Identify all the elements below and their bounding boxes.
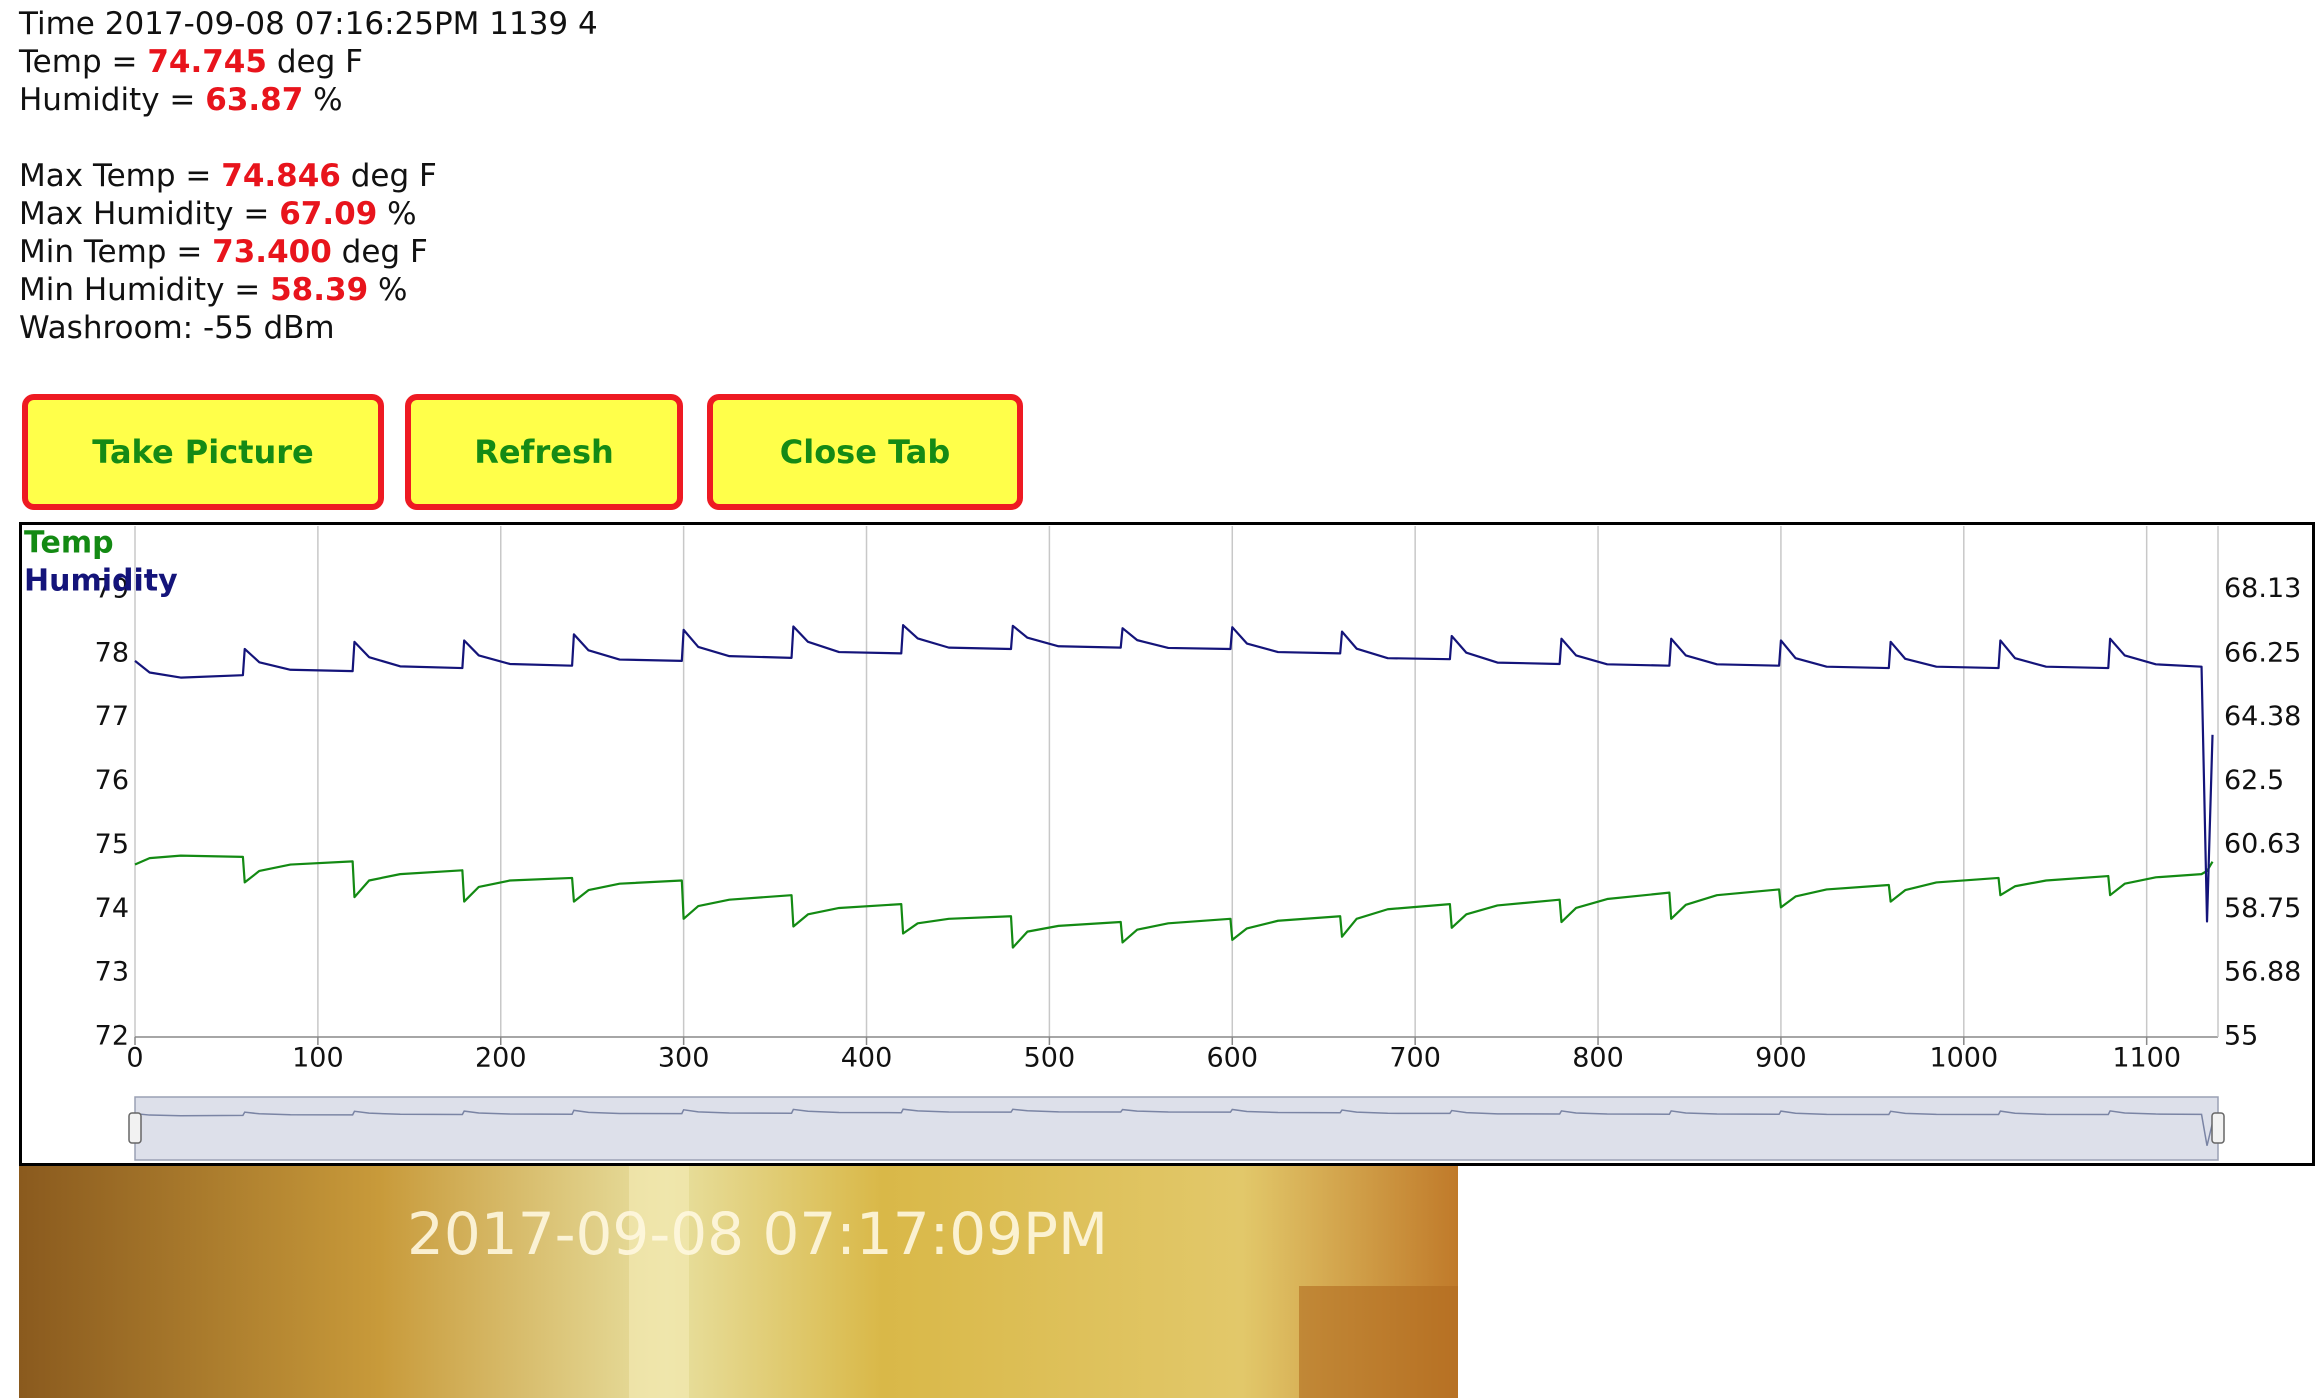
reading-value: 73.400 — [212, 234, 332, 270]
reading-value: 74.745 — [147, 44, 267, 80]
reading-line: Humidity = 63.87 % — [19, 81, 598, 119]
readings: Time 2017-09-08 07:16:25PM 1139 4 Temp =… — [19, 5, 598, 347]
photo-timestamp: 2017-09-08 07:17:09PM — [407, 1200, 1108, 1268]
reading-unit: % — [313, 82, 343, 118]
navigator-handle[interactable] — [128, 1112, 142, 1144]
reading-value: 63.87 — [205, 82, 304, 118]
time-line: Time 2017-09-08 07:16:25PM 1139 4 — [19, 6, 598, 42]
legend-entry: Temp — [24, 526, 114, 561]
current-readings: Temp = 74.745 deg F Humidity = 63.87 % — [19, 43, 598, 119]
navigator-line — [134, 1108, 2214, 1146]
y-tick-label: 75 — [95, 829, 129, 860]
y2-tick-label: 68.13 — [2224, 573, 2301, 604]
chart: 0 100 200 300 400 500 600 700 800 900 1000 1100 72 73… — [19, 522, 2315, 1166]
reading-unit: % — [387, 196, 417, 232]
reading-line: Min Humidity = 58.39 % — [19, 271, 598, 309]
data-line — [134, 624, 2214, 923]
photo-image: 2017-09-08 07:17:09PM — [19, 1166, 1458, 1398]
camera-photo: 2017-09-08 07:17:09PM — [19, 1166, 1458, 1398]
data-line — [134, 854, 2214, 949]
y-tick-label: 79 — [95, 573, 129, 604]
reading-label: Humidity = — [19, 82, 196, 118]
reading-line: Min Temp = 73.400 deg F — [19, 233, 598, 271]
y2-tick-label: 66.25 — [2224, 637, 2301, 668]
reading-value: 67.09 — [279, 196, 378, 232]
signal-line: Washroom: -55 dBm — [19, 310, 335, 346]
x-tick-label: 300 — [658, 1043, 710, 1074]
reading-unit: deg F — [350, 158, 437, 194]
navigator — [134, 1096, 2219, 1161]
reading-label: Temp = — [19, 44, 138, 80]
reading-unit: deg F — [276, 44, 363, 80]
x-tick-label: 1100 — [2112, 1043, 2181, 1074]
x-tick-label: 400 — [841, 1043, 893, 1074]
y-tick-label: 74 — [95, 893, 129, 924]
y-tick-label: 72 — [95, 1021, 129, 1052]
extreme-readings: Max Temp = 74.846 deg F Max Humidity = 67… — [19, 157, 598, 309]
photo-background — [19, 1166, 1458, 1398]
y2-tick-label: 64.38 — [2224, 701, 2301, 732]
take-picture-button[interactable]: Take Picture — [22, 394, 384, 510]
y2-tick-label: 58.75 — [2224, 893, 2301, 924]
y-tick-label: 78 — [95, 637, 129, 668]
reading-label: Max Humidity = — [19, 196, 270, 232]
close-tab-button[interactable]: Close Tab — [707, 394, 1023, 510]
navigator-handle[interactable] — [2211, 1112, 2225, 1144]
x-tick-label: 800 — [1572, 1043, 1624, 1074]
reading-line: Max Humidity = 67.09 % — [19, 195, 598, 233]
x-tick-label: 0 — [126, 1043, 143, 1074]
reading-value: 74.846 — [221, 158, 341, 194]
reading-label: Max Temp = — [19, 158, 212, 194]
reading-label: Min Humidity = — [19, 272, 261, 308]
x-tick-label: 900 — [1755, 1043, 1807, 1074]
reading-line: Temp = 74.745 deg F — [19, 43, 598, 81]
legend-entry: Humidity — [24, 564, 178, 599]
photo-detail — [1299, 1286, 1458, 1398]
refresh-button[interactable]: Refresh — [405, 394, 683, 510]
reading-value: 58.39 — [270, 272, 369, 308]
x-tick-label: 200 — [475, 1043, 527, 1074]
spacer — [19, 119, 598, 157]
y-tick-label: 77 — [95, 701, 129, 732]
reading-unit: % — [378, 272, 408, 308]
y-tick-label: 73 — [95, 957, 129, 988]
y-tick-label: 76 — [95, 765, 129, 796]
x-tick-label: 700 — [1389, 1043, 1441, 1074]
x-tick-label: 100 — [292, 1043, 344, 1074]
y2-tick-label: 56.88 — [2224, 956, 2301, 987]
reading-label: Min Temp = — [19, 234, 203, 270]
x-tick-label: 1000 — [1929, 1043, 1998, 1074]
x-tick-label: 500 — [1024, 1043, 1076, 1074]
x-tick-label: 600 — [1207, 1043, 1259, 1074]
photo-detail — [629, 1166, 689, 1398]
reading-line: Max Temp = 74.846 deg F — [19, 157, 598, 195]
y2-tick-label: 55 — [2224, 1021, 2258, 1052]
chart-frame — [19, 522, 2315, 1166]
y2-tick-label: 60.63 — [2224, 829, 2301, 860]
y2-tick-label: 62.5 — [2224, 765, 2284, 796]
reading-unit: deg F — [341, 234, 428, 270]
